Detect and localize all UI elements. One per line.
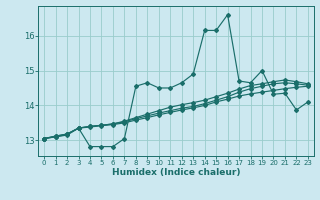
X-axis label: Humidex (Indice chaleur): Humidex (Indice chaleur) [112,168,240,177]
